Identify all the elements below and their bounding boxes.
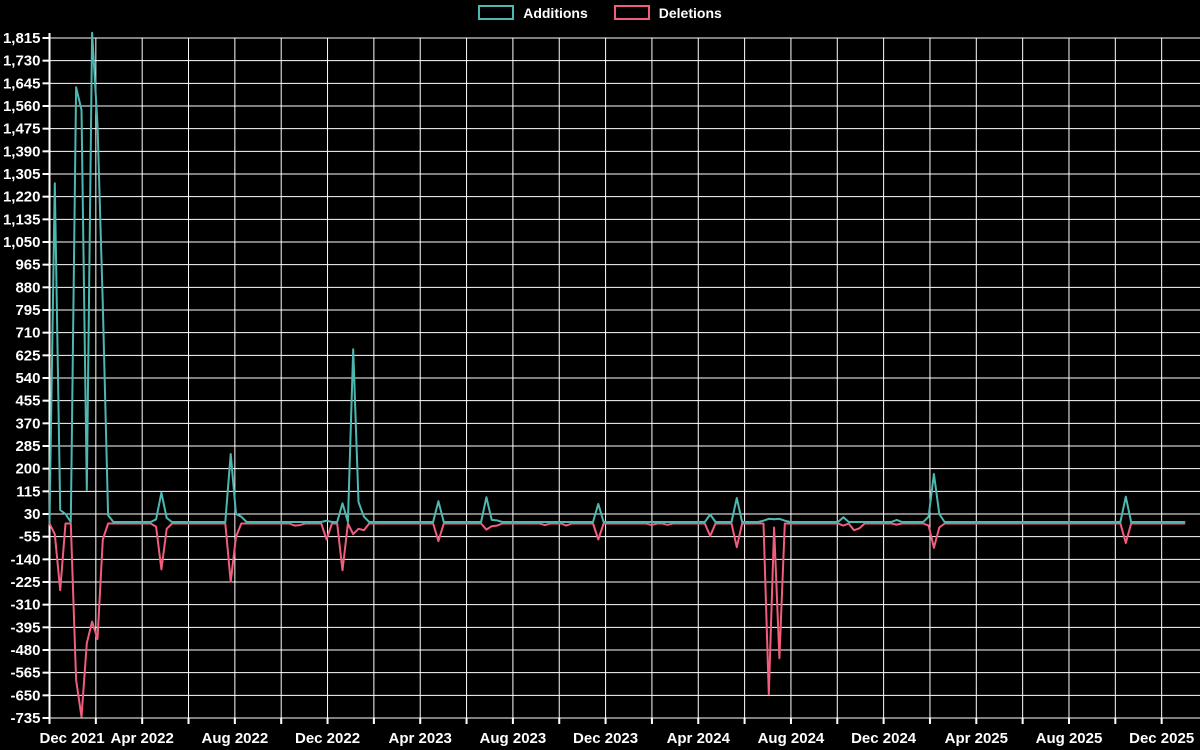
y-tick-label: -310: [10, 597, 40, 614]
y-tick-label: -140: [10, 551, 40, 568]
x-tick-label: Dec 2022: [295, 730, 360, 747]
y-tick-label: 1,220: [3, 189, 41, 206]
y-tick-label: 1,730: [3, 53, 41, 70]
y-tick-label: 115: [16, 483, 40, 500]
y-tick-label: -480: [10, 642, 40, 659]
y-tick-label: 1,475: [3, 121, 41, 138]
y-tick-label: 1,645: [3, 75, 41, 92]
x-tick-label: Dec 2021: [40, 730, 105, 747]
y-tick-label: 1,390: [3, 143, 41, 160]
y-tick-label: 540: [15, 370, 40, 387]
x-tick-label: Dec 2023: [573, 730, 638, 747]
y-tick-label: 200: [15, 461, 40, 478]
y-tick-label: 455: [15, 393, 40, 410]
y-tick-label: 1,815: [3, 30, 41, 47]
y-tick-label: 1,135: [3, 211, 41, 228]
y-tick-label: 285: [15, 438, 40, 455]
y-tick-label: 625: [15, 347, 40, 364]
y-tick-label: 370: [15, 415, 40, 432]
x-tick-label: Apr 2022: [110, 730, 173, 747]
x-tick-label: Apr 2025: [945, 730, 1008, 747]
x-tick-label: Dec 2024: [851, 730, 917, 747]
y-tick-label: 880: [15, 279, 40, 296]
y-tick-label: -735: [10, 710, 40, 727]
deletions-swatch-icon: [613, 5, 650, 20]
x-tick-label: Aug 2025: [1036, 730, 1103, 747]
x-tick-label: Aug 2022: [202, 730, 269, 747]
y-tick-label: -395: [10, 619, 40, 636]
y-tick-label: 965: [15, 257, 40, 274]
chart-legend: Additions Deletions: [0, 5, 1200, 20]
x-tick-label: Dec 2025: [1129, 730, 1194, 747]
additions-swatch-icon: [478, 5, 515, 20]
legend-label-deletions: Deletions: [658, 4, 722, 21]
y-tick-label: 1,305: [3, 166, 41, 183]
y-tick-label: 795: [15, 302, 40, 319]
x-tick-label: Aug 2024: [758, 730, 825, 747]
legend-item-additions[interactable]: Additions: [478, 5, 588, 20]
x-tick-label: Aug 2023: [480, 730, 547, 747]
y-tick-label: 710: [15, 325, 40, 342]
deletions-line: [48, 522, 1186, 718]
y-tick-label: 30: [24, 506, 41, 523]
y-tick-label: 1,560: [3, 98, 41, 115]
y-tick-label: -650: [10, 687, 40, 704]
x-tick-label: Apr 2024: [667, 730, 731, 747]
y-tick-label: 1,050: [3, 234, 41, 251]
y-tick-label: -55: [19, 529, 41, 546]
y-tick-label: -565: [10, 665, 40, 682]
legend-label-additions: Additions: [523, 4, 588, 21]
additions-line: [48, 31, 1186, 523]
x-tick-label: Apr 2023: [389, 730, 452, 747]
legend-item-deletions[interactable]: Deletions: [613, 4, 722, 21]
y-tick-label: -225: [10, 574, 40, 591]
